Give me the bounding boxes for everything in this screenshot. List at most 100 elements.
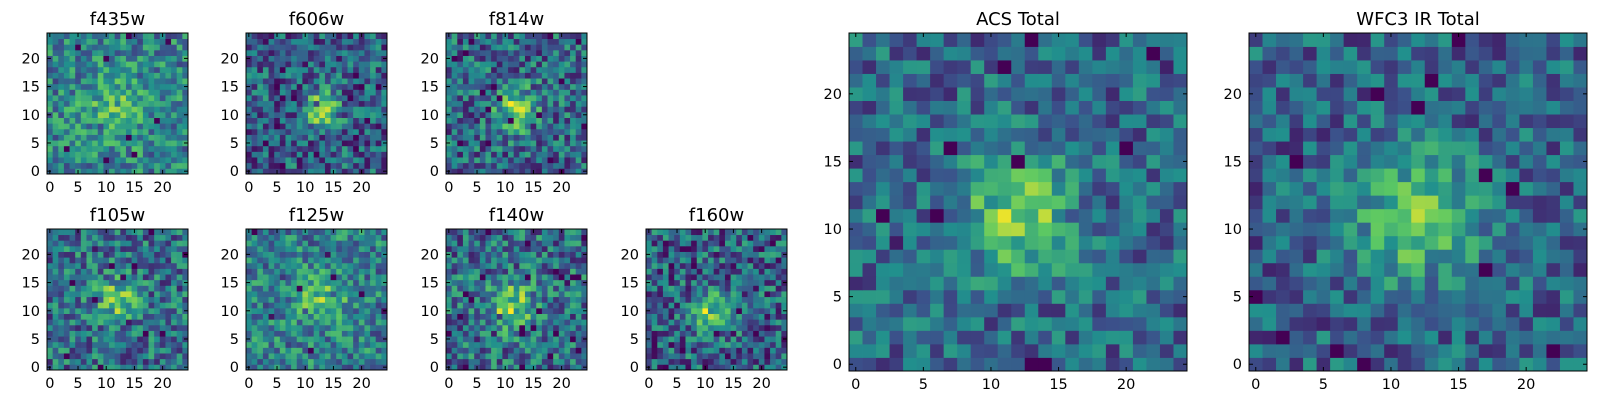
heatmap-cell — [519, 313, 526, 320]
heatmap-cell — [142, 66, 149, 73]
heatmap-cell — [257, 83, 264, 90]
heatmap-cell — [581, 268, 588, 275]
heatmap-cell — [558, 78, 565, 85]
heatmap-cell — [274, 257, 281, 264]
heatmap-cell — [257, 302, 264, 309]
heatmap-cell — [364, 151, 371, 158]
heatmap-cell — [364, 240, 371, 247]
heatmap-cell — [324, 274, 331, 281]
heatmap-cell — [279, 364, 286, 371]
heatmap-cell — [182, 319, 189, 326]
heatmap-cell — [358, 307, 365, 314]
heatmap-cell — [353, 95, 360, 102]
heatmap-cell — [58, 157, 65, 164]
heatmap-cell — [479, 234, 486, 241]
heatmap-cell — [1146, 208, 1161, 223]
heatmap-cell — [564, 123, 571, 130]
heatmap-cell — [764, 324, 771, 331]
heatmap-cell — [849, 289, 863, 304]
heatmap-cell — [916, 195, 931, 210]
heatmap-cell — [581, 100, 588, 107]
heatmap-cell — [758, 302, 765, 309]
heatmap-cell — [268, 89, 275, 96]
heatmap-cell — [358, 251, 365, 258]
heatmap-cell — [341, 268, 348, 275]
heatmap-cell — [519, 168, 526, 175]
heatmap-cell — [1038, 235, 1053, 250]
heatmap-cell — [474, 151, 481, 158]
heatmap-cell — [103, 145, 110, 152]
heatmap-cell — [154, 95, 161, 102]
heatmap-cell — [308, 134, 315, 141]
heatmap-cell — [69, 364, 76, 371]
heatmap-cell — [764, 279, 771, 286]
heatmap-cell — [691, 296, 698, 303]
heatmap-cell — [1105, 249, 1120, 264]
heatmap-cell — [52, 151, 59, 158]
heatmap-cell — [330, 268, 337, 275]
heatmap-cell — [47, 262, 54, 269]
heatmap-cell — [876, 276, 890, 291]
heatmap-cell — [496, 162, 503, 169]
heatmap-cell — [279, 285, 286, 292]
heatmap-cell — [770, 302, 777, 309]
heatmap-cell — [75, 151, 82, 158]
heatmap-cell — [685, 274, 692, 281]
heatmap-cell — [137, 140, 144, 147]
heatmap-cell — [148, 33, 155, 40]
heatmap-cell — [353, 61, 360, 68]
heatmap-cell — [103, 251, 110, 258]
heatmap-cell — [674, 240, 681, 247]
heatmap-cell — [268, 168, 275, 175]
heatmap-cell — [370, 106, 377, 113]
heatmap-cell — [364, 157, 371, 164]
heatmap-cell — [775, 353, 782, 360]
heatmap-cell — [457, 274, 464, 281]
heatmap-cell — [246, 145, 253, 152]
heatmap-cell — [736, 364, 743, 371]
heatmap-cell — [889, 357, 904, 372]
heatmap-cell — [524, 245, 531, 252]
heatmap-cell — [1119, 357, 1134, 372]
heatmap-cell — [547, 330, 554, 337]
heatmap-cell — [930, 343, 945, 358]
heatmap-cell — [148, 262, 155, 269]
heatmap-cell — [457, 240, 464, 247]
heatmap-cell — [536, 274, 543, 281]
heatmap-cell — [313, 285, 320, 292]
heatmap-cell — [92, 134, 99, 141]
heatmap-cell — [558, 279, 565, 286]
heatmap-cell — [370, 95, 377, 102]
heatmap-cell — [1011, 289, 1026, 304]
heatmap-cell — [451, 83, 458, 90]
heatmap-cell — [176, 279, 183, 286]
heatmap-cell — [491, 78, 498, 85]
heatmap-cell — [159, 134, 166, 141]
heatmap-cell — [52, 358, 59, 365]
heatmap-cell — [730, 240, 737, 247]
heatmap-cell — [114, 234, 121, 241]
heatmap-cell — [479, 123, 486, 130]
heatmap-cell — [1011, 343, 1026, 358]
heatmap-cell — [457, 341, 464, 348]
heatmap-cell — [457, 72, 464, 79]
heatmap-cell — [358, 123, 365, 130]
heatmap-cell — [651, 364, 658, 371]
heatmap-cell — [159, 313, 166, 320]
heatmap-cell — [330, 117, 337, 124]
heatmap-cell — [519, 140, 526, 147]
heatmap-cell — [69, 291, 76, 298]
heatmap-cell — [468, 78, 475, 85]
heatmap-cell — [770, 245, 777, 252]
heatmap-cell — [330, 83, 337, 90]
heatmap-cell — [674, 262, 681, 269]
heatmap-cell — [154, 279, 161, 286]
heatmap-cell — [103, 72, 110, 79]
heatmap-cell — [1132, 357, 1147, 372]
heatmap-cell — [313, 319, 320, 326]
heatmap-cell — [69, 55, 76, 62]
heatmap-cell — [519, 341, 526, 348]
heatmap-cell — [268, 111, 275, 118]
heatmap-cell — [353, 72, 360, 79]
heatmap-cell — [251, 89, 258, 96]
